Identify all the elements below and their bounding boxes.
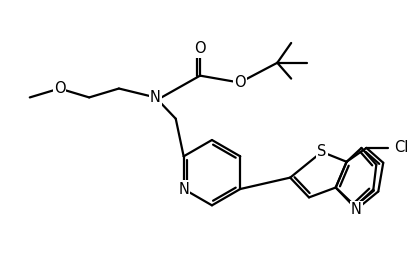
Text: N: N	[150, 90, 161, 105]
Text: Cl: Cl	[394, 141, 409, 155]
Text: S: S	[317, 144, 327, 159]
Text: O: O	[194, 41, 206, 56]
Text: O: O	[54, 81, 65, 96]
Text: N: N	[178, 181, 189, 197]
Text: O: O	[234, 75, 245, 90]
Text: N: N	[351, 202, 362, 217]
